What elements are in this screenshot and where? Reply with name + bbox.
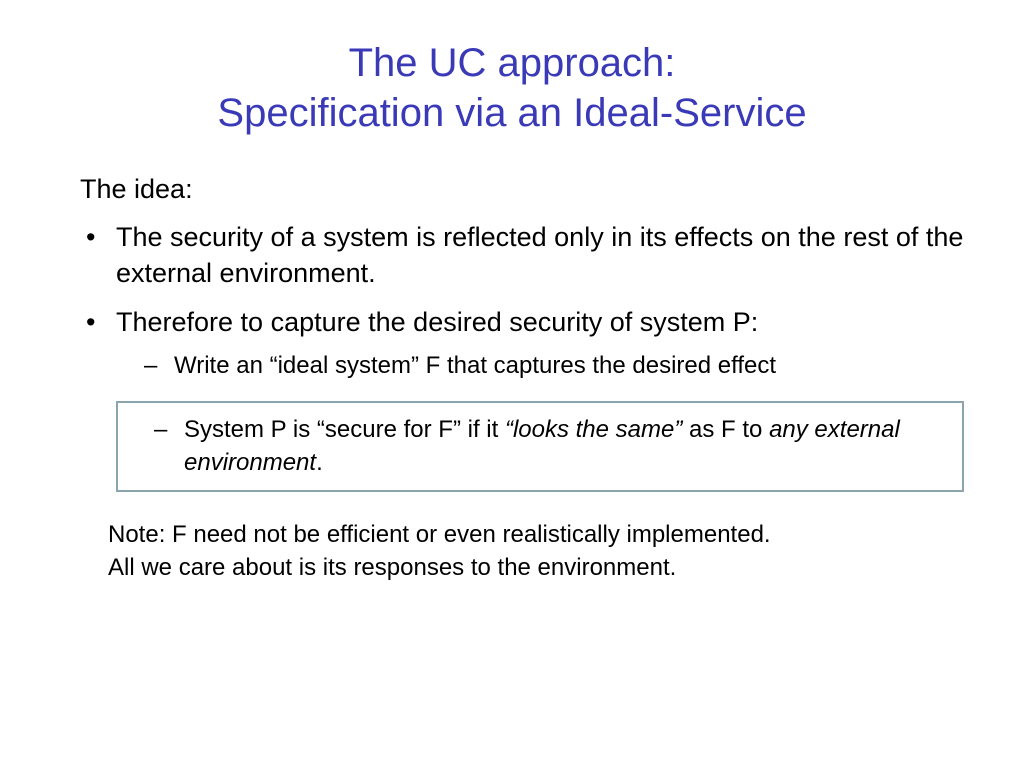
bullet-list: The security of a system is reflected on…: [60, 219, 964, 492]
boxed-mid: as F to: [682, 416, 769, 443]
note-block: Note: F need not be efficient or even re…: [108, 518, 964, 585]
sub-bullet-1-text: Write an “ideal system” F that captures …: [174, 352, 776, 379]
boxed-sub-bullet: System P is “secure for F” if it “looks …: [148, 413, 954, 480]
bullet-2: Therefore to capture the desired securit…: [80, 304, 964, 492]
boxed-ital-1: “looks the same”: [505, 416, 682, 443]
boxed-suffix: .: [316, 449, 323, 476]
sub-bullet-1: Write an “ideal system” F that captures …: [138, 350, 964, 382]
boxed-prefix: System P is “secure for F” if it: [184, 416, 505, 443]
boxed-sub-list: System P is “secure for F” if it “looks …: [126, 413, 954, 480]
bullet-2-text: Therefore to capture the desired securit…: [116, 307, 758, 337]
bullet-1-text: The security of a system is reflected on…: [116, 222, 963, 288]
title-line-2: Specification via an Ideal-Service: [217, 91, 806, 135]
note-line-1: Note: F need not be efficient or even re…: [108, 521, 771, 548]
highlighted-box: System P is “secure for F” if it “looks …: [116, 401, 964, 492]
bullet-1: The security of a system is reflected on…: [80, 219, 964, 292]
sub-list: Write an “ideal system” F that captures …: [116, 350, 964, 382]
slide-title: The UC approach: Specification via an Id…: [60, 38, 964, 138]
intro-text: The idea:: [80, 174, 964, 205]
note-line-2: All we care about is its responses to th…: [108, 554, 676, 581]
title-line-1: The UC approach:: [349, 41, 676, 85]
